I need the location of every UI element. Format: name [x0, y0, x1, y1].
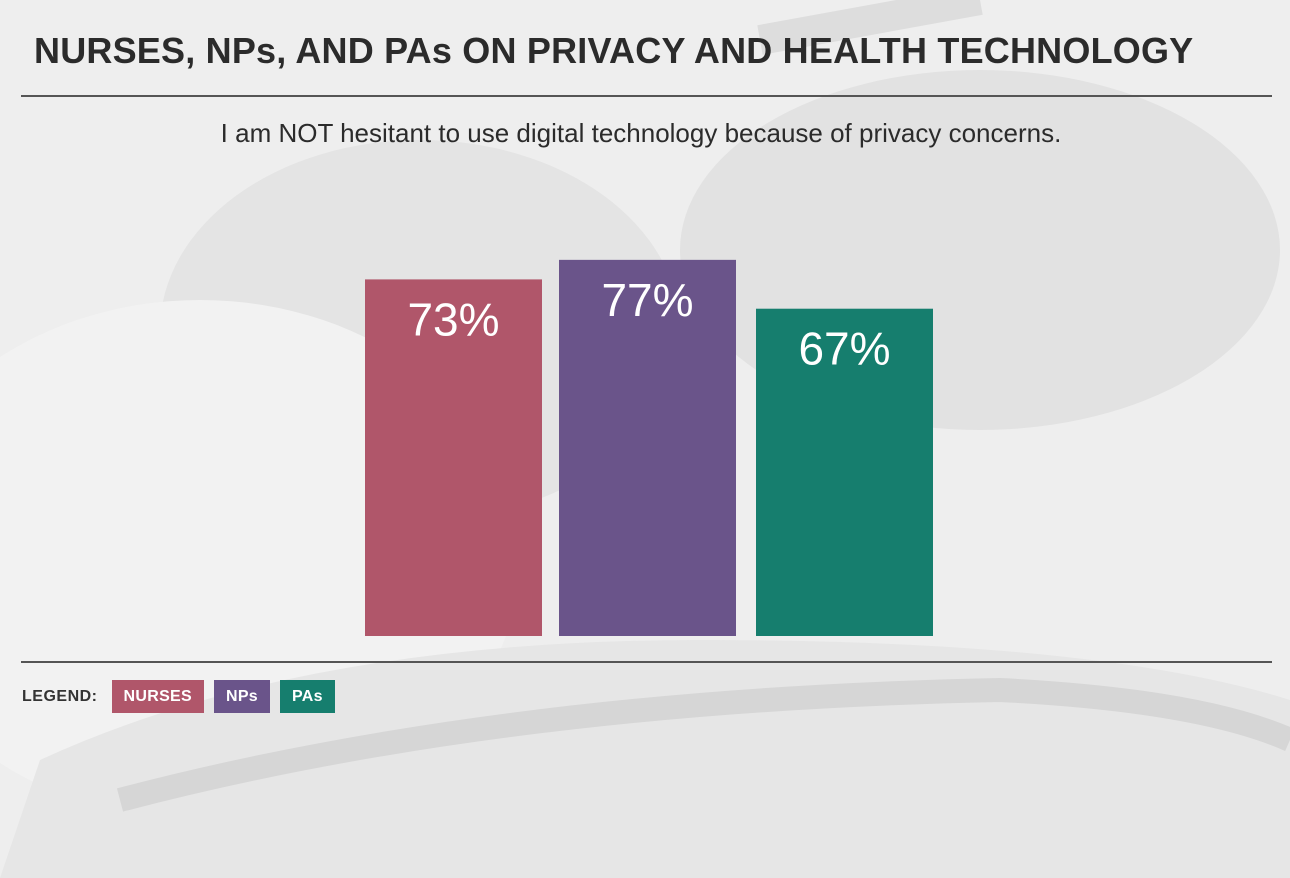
- bar-value-label-pas: 67%: [798, 323, 890, 375]
- page-title: NURSES, NPs, AND PAs ON PRIVACY AND HEAL…: [34, 30, 1194, 71]
- bar-pas: [756, 308, 933, 636]
- legend-title: LEGEND:: [22, 687, 98, 705]
- legend-item-nps: NPs: [213, 680, 271, 713]
- bar-nurses: [365, 279, 542, 636]
- bar-nps: [559, 259, 736, 636]
- chart-subtitle: I am NOT hesitant to use digital technol…: [220, 118, 1062, 148]
- legend: LEGEND: NURSES NPs PAs: [22, 680, 335, 713]
- bar-value-label-nps: 77%: [601, 274, 693, 326]
- legend-item-pas: PAs: [280, 680, 335, 713]
- legend-item-nurses: NURSES: [111, 680, 204, 713]
- bar-value-label-nurses: 73%: [407, 293, 499, 345]
- legend-divider: [21, 661, 1272, 663]
- title-divider: [21, 95, 1272, 97]
